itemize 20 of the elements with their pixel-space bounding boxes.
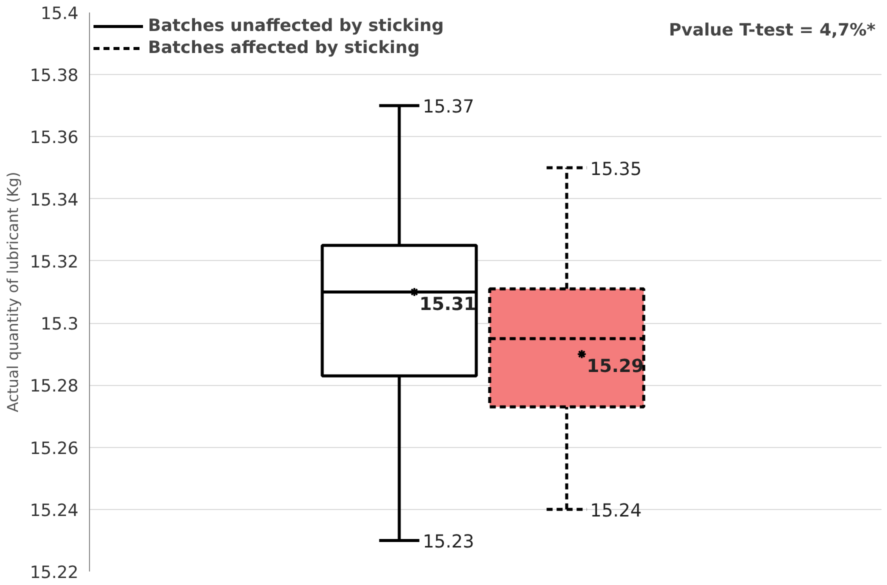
annotation: 15.37: [422, 96, 474, 118]
y-tick-label: 15.32: [30, 252, 79, 272]
annotation: 15.29: [586, 356, 644, 378]
y-tick-label: 15.28: [30, 376, 79, 397]
annotation: Pvalue T-test = 4,7%*: [668, 20, 876, 40]
y-tick-label: 15.3: [40, 314, 79, 335]
annotation: 15.23: [422, 531, 474, 552]
legend-label: Batches unaffected by sticking: [148, 16, 444, 36]
y-tick-label: 15.22: [30, 563, 79, 583]
legend-label: Batches affected by sticking: [148, 38, 420, 58]
y-axis-title: Actual quantity of lubricant (Kg): [4, 172, 22, 412]
annotation: 15.24: [590, 500, 642, 522]
y-tick-label: 15.26: [30, 438, 79, 459]
y-tick-label: 15.24: [30, 500, 79, 521]
y-tick-label: 15.36: [30, 128, 79, 148]
y-tick-label: 15.34: [30, 190, 79, 210]
annotation: 15.31: [419, 294, 476, 315]
y-tick-label: 15.38: [30, 66, 79, 86]
y-tick-label: 15.4: [40, 4, 79, 24]
annotation: 15.35: [590, 158, 642, 180]
